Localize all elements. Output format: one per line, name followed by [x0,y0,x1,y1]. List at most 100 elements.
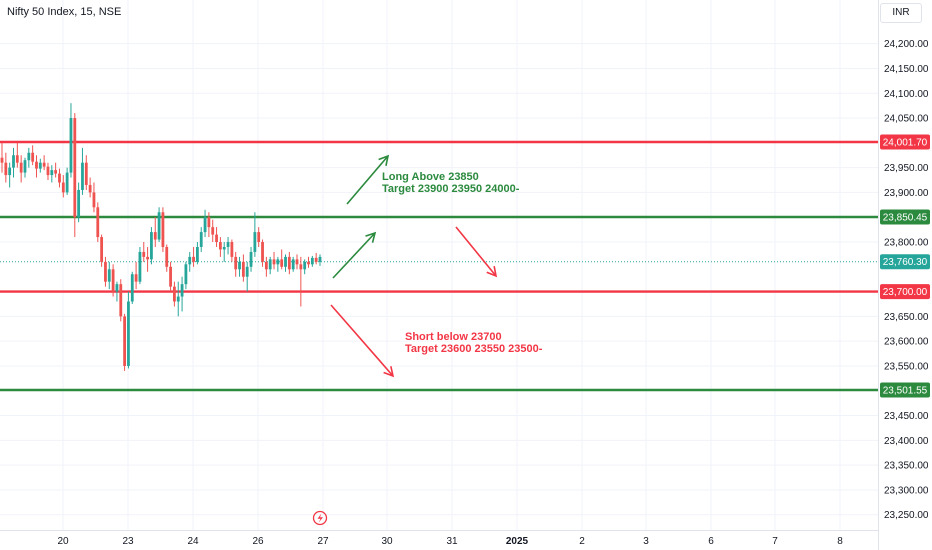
candle-body [222,246,226,250]
candle-body [115,284,119,292]
candle-body [142,251,146,257]
candle-body [134,274,138,282]
candle [253,212,257,257]
candle [314,252,318,265]
candle [15,142,19,168]
time-axis[interactable]: 20 23 24 26 27 30 31 2025 2 3 6 7 8 [0,530,878,548]
y-tick-label: 23,350.00 [884,461,929,472]
candle-body [111,269,115,292]
candle-body [249,251,253,267]
candle-body [295,259,299,265]
candle [127,291,130,369]
candle [226,237,230,255]
candle-body [81,162,84,190]
x-tick-label: 31 [446,536,458,547]
price-axis-background [878,0,932,550]
candle-body [127,301,130,366]
candle-body [0,157,4,163]
candle [81,147,84,195]
level-tag-support-2: 23,501.55 [880,382,930,398]
candle [88,177,92,198]
candle-body [245,266,249,277]
candle [92,182,96,213]
candle-body [195,246,199,262]
last-price-tag-background [880,254,930,270]
candle [107,261,111,290]
candle-body [284,256,287,267]
level-tag-text: 24,001.70 [883,138,928,149]
candle-body [188,256,192,265]
candle [77,182,81,223]
candle [310,255,314,267]
x-tick-label: 26 [252,536,264,547]
candle [211,219,215,243]
candle [35,155,38,178]
candle-body [15,155,19,163]
last-price-tag: 23,760.30 [880,254,930,270]
candle [280,249,284,270]
candle [4,152,8,183]
price-levels [0,140,878,392]
candle [234,251,238,277]
candle-body [268,259,272,270]
candle [238,256,241,277]
candle-body [31,152,35,162]
candle [84,155,88,190]
candle-body [46,166,50,176]
short-arrow-down-head [383,366,395,378]
y-tick-label: 23,650.00 [884,312,929,323]
candle-body [234,256,238,270]
candle-body [253,232,257,252]
candle [180,276,184,312]
candle-body [130,274,134,302]
candle [146,246,149,272]
candle [96,202,100,243]
level-tag-text: 23,850.45 [883,212,928,223]
long-arrow-mid-shaft [332,232,376,279]
candle [318,254,322,266]
candle [61,175,65,198]
candle [23,157,27,178]
candle-body [257,232,261,243]
candle-body [161,212,165,247]
candle [12,147,15,178]
y-tick-label: 23,600.00 [884,337,929,348]
candle [249,246,253,272]
candle [50,165,54,183]
long-arrow-up-shaft [346,155,389,205]
candle-body [226,242,230,247]
candle [264,256,268,277]
short-arrow-down [330,304,395,378]
candle [215,227,218,247]
candle [104,256,107,287]
symbol-title: Nifty 50 Index, 15, NSE [7,6,122,18]
candle-body [307,261,310,265]
candle [261,239,264,267]
candle-body [215,234,218,243]
candle [100,234,104,267]
x-tick-label: 30 [381,536,393,547]
y-tick-label: 23,800.00 [884,238,929,249]
candle [0,142,4,173]
candle-body [138,251,142,282]
level-tag-resistance-2: 24,001.70 [880,134,930,150]
y-tick-label: 23,950.00 [884,163,929,174]
candle-body [176,296,180,302]
price-axis[interactable]: 24,200.00 24,150.00 24,100.00 24,050.00 23,9… [878,0,932,550]
x-tick-label: 3 [643,536,649,547]
candle [241,254,245,282]
currency-button[interactable]: INR [880,3,922,23]
candle [268,256,272,275]
candle [199,227,203,252]
candle-body [8,167,12,176]
candle-body [211,227,215,235]
last-price-tag-text: 23,760.30 [883,257,928,268]
candle [65,167,69,195]
candle-body [199,232,203,247]
candle-body [291,259,295,270]
candle-body [35,161,38,169]
short-arrow-small-shaft [455,226,497,277]
events-icon[interactable] [312,510,328,526]
candle-body [318,256,322,262]
